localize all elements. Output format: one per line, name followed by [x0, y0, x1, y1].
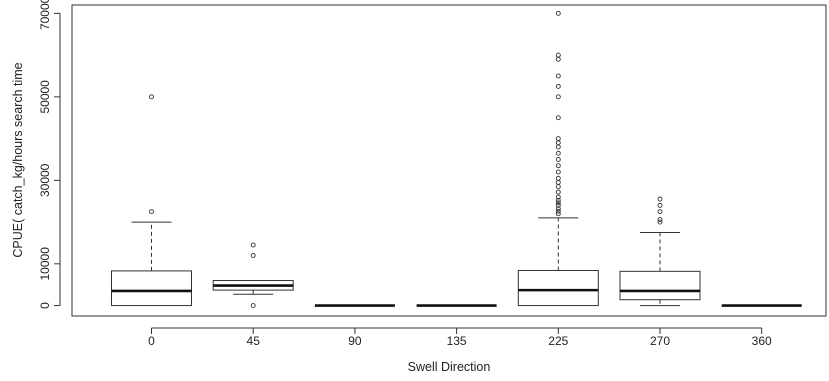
- outlier-point: [657, 202, 663, 208]
- outlier-point: [657, 217, 663, 223]
- box-iqr: [111, 270, 192, 307]
- outlier-point: [149, 94, 154, 100]
- outlier-point: [250, 303, 256, 309]
- outlier-point: [555, 83, 561, 89]
- outlier-point: [657, 219, 663, 225]
- box-225: [517, 10, 599, 307]
- outlier-point: [555, 157, 561, 162]
- x-tick-label: 225: [548, 334, 568, 348]
- outlier-point: [555, 73, 561, 79]
- x-tick-label: 270: [650, 334, 670, 348]
- box-45: [212, 242, 294, 309]
- x-tick-label: 135: [447, 334, 467, 348]
- outlier-point: [555, 206, 561, 212]
- outlier-point: [555, 94, 561, 100]
- x-tick-label: 0: [148, 334, 155, 348]
- y-tick-label: 70000: [38, 0, 52, 30]
- box-iqr: [619, 270, 701, 301]
- plot-frame: [71, 4, 827, 317]
- outlier-point: [555, 150, 561, 156]
- box-series: [111, 10, 802, 309]
- outlier-point: [555, 202, 561, 208]
- outlier-point: [555, 144, 561, 150]
- outlier-point: [555, 136, 561, 142]
- y-tick-label: 50000: [38, 80, 52, 114]
- outlier-point: [250, 242, 256, 248]
- outlier-point: [250, 253, 256, 258]
- outlier-point: [555, 211, 561, 217]
- outlier-point: [555, 56, 561, 62]
- y-axis-title: CPUE( catch_kg/hours search time: [11, 62, 25, 257]
- x-axis: 0 45 90 135 225 270 360: [148, 327, 772, 348]
- y-axis: 0 10000 30000 50000 70000: [38, 0, 61, 309]
- y-tick-label: 30000: [38, 163, 52, 197]
- outlier-point: [555, 163, 561, 169]
- box-270: [619, 196, 701, 307]
- x-tick-label: 360: [752, 334, 772, 348]
- outlier-point: [657, 209, 663, 215]
- box-0: [111, 94, 192, 307]
- y-tick-label: 10000: [38, 247, 52, 281]
- x-axis-title: Swell Direction: [408, 360, 491, 374]
- box-iqr: [517, 269, 599, 307]
- outlier-point: [555, 169, 561, 175]
- outlier-point: [555, 140, 561, 146]
- outlier-point: [149, 209, 154, 215]
- outlier-point: [555, 115, 561, 121]
- x-tick-label: 90: [348, 334, 362, 348]
- outlier-point: [555, 208, 561, 214]
- outlier-point: [555, 175, 561, 181]
- outlier-point: [555, 179, 561, 185]
- outlier-point: [555, 197, 561, 203]
- outlier-point: [555, 10, 561, 16]
- outlier-point: [555, 200, 561, 206]
- outlier-point: [555, 52, 561, 58]
- outlier-point: [555, 194, 561, 200]
- outlier-point: [555, 184, 561, 190]
- outlier-point: [657, 196, 663, 202]
- outlier-point: [555, 189, 561, 195]
- x-tick-label: 45: [247, 334, 261, 348]
- y-tick-label: 0: [38, 302, 52, 309]
